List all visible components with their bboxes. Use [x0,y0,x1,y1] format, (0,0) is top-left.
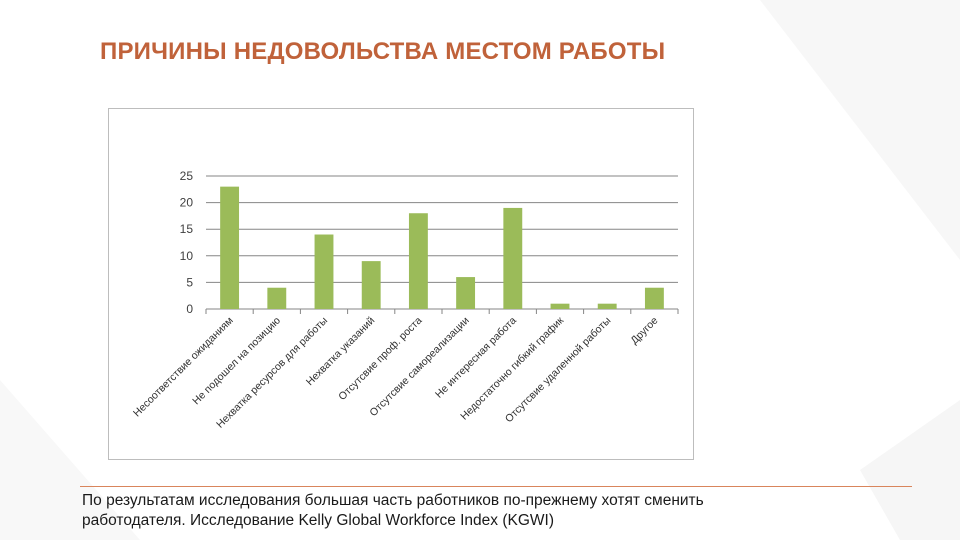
x-category-label: Несоответствие ожиданиям [131,315,236,420]
bar [267,287,287,309]
bar [644,287,664,309]
x-category-label: Не подошел на позицию [190,315,283,408]
footer-line-1: По результатам исследования большая част… [82,492,704,509]
bar [597,303,617,309]
x-category-label: Не интересная работа [433,315,519,401]
y-tick-label: 20 [180,196,194,210]
y-tick-label: 10 [180,249,194,263]
x-category-label: Отсутсвие удаленной работы [503,315,613,425]
bar [550,303,570,309]
x-category-label: Другое [628,315,660,347]
page-title: ПРИЧИНЫ НЕДОВОЛЬСТВА МЕСТОМ РАБОТЫ [100,38,666,65]
bar [503,207,523,309]
y-tick-label: 25 [180,169,194,183]
y-tick-label: 0 [186,302,193,316]
x-category-label: Отсутсвие проф. роста [336,315,424,403]
y-tick-label: 15 [180,222,194,236]
bar [456,277,476,309]
bar [314,234,334,309]
y-tick-label: 5 [186,275,193,289]
footer-note: По результатам исследования большая част… [82,491,902,531]
footer-line-2: работодателя. Исследование Kelly Global … [82,512,555,529]
x-category-label: Отсутсвие самореализации [367,315,471,419]
bar [220,186,240,309]
divider-line [80,486,912,487]
bar [361,261,381,309]
bar [408,213,428,309]
chart-frame: 0 5 10 15 20 25 Несоответствие ожиданиям Не под… [108,108,694,460]
